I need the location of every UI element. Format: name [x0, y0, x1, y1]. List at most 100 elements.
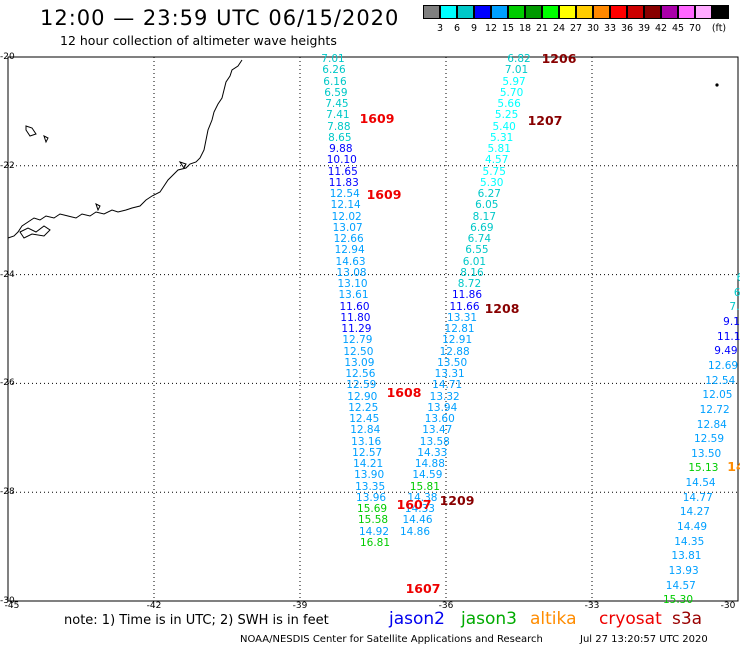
- wave-height-value: 12.25: [348, 401, 379, 414]
- wave-height-value: 6.55: [465, 244, 489, 257]
- colorbar-label: 45: [671, 23, 685, 34]
- colorbar-label: 42: [654, 23, 668, 34]
- wave-height-value: 6.16: [323, 75, 347, 88]
- map-title: 12:00 — 23:59 UTC 06/15/2020: [40, 6, 400, 30]
- colorbar-label: 39: [637, 23, 651, 34]
- wave-height-value: 12.57: [352, 446, 383, 459]
- wave-height-value: 12.84: [350, 424, 381, 437]
- colorbar-label: 9: [470, 23, 478, 34]
- wave-height-value: 13.61: [338, 289, 369, 302]
- lat-label: -22: [0, 160, 15, 171]
- wave-height-value: 9.88: [329, 143, 353, 155]
- colorbar-label: 70: [688, 23, 702, 34]
- wave-height-value: 14.77: [682, 491, 713, 504]
- lat-lon-grid: [8, 57, 738, 601]
- wave-height-value: 12.79: [342, 334, 373, 347]
- wave-height-value: 14.27: [679, 506, 710, 519]
- wave-height-value: 5.81: [487, 143, 511, 155]
- wave-height-value: 15.58: [358, 514, 389, 527]
- wave-height-value: 11.80: [340, 311, 371, 324]
- wave-height-value: 13.94: [427, 401, 458, 414]
- wave-height-value: 6.01: [462, 255, 487, 268]
- lat-label: -30: [0, 596, 15, 606]
- colorbar-label: 36: [620, 23, 634, 34]
- timestamp-text: Jul 27 13:20:57 UTC 2020: [580, 634, 708, 645]
- satellite-jason3: jason3: [461, 609, 517, 629]
- wave-height-value: 14.21: [353, 458, 384, 470]
- wave-height-value: 5.70: [499, 86, 524, 99]
- wave-height-value: 13.35: [355, 480, 386, 493]
- wave-height-value: 5.40: [492, 120, 516, 133]
- wave-height-value: 13.31: [434, 368, 465, 380]
- wave-height-value: 15.13: [688, 462, 719, 475]
- wave-height-value: 14.38: [407, 491, 438, 504]
- colorbar-cell: [627, 5, 644, 19]
- colorbar-label: 12: [484, 23, 498, 34]
- wave-height-value: 12.81: [444, 323, 475, 335]
- wave-height-value: 14.88: [414, 458, 445, 470]
- colorbar-cell: [474, 5, 491, 19]
- wave-height-value: 12.54: [329, 188, 360, 200]
- island-dot: [715, 83, 719, 87]
- coastline-island: [43, 135, 49, 144]
- wave-height-value: 14.46: [402, 514, 433, 527]
- wave-height-value: 7.: [729, 301, 740, 314]
- colorbar-cell: [542, 5, 559, 19]
- wave-height-value: 13.50: [691, 447, 722, 460]
- wave-height-value: 8.17: [472, 210, 497, 223]
- wave-height-value: 13.08: [336, 266, 367, 279]
- pass-tag: 1608: [386, 385, 422, 400]
- colorbar-cell: [644, 5, 661, 19]
- wave-height-value: 13.10: [337, 278, 368, 290]
- colorbar-label: 30: [586, 23, 600, 34]
- wave-height-value: 13.90: [354, 469, 385, 482]
- wave-height-value: 11.29: [341, 323, 372, 335]
- wave-height-value: 14.33: [417, 446, 448, 459]
- wave-height-value: 13.07: [332, 221, 363, 234]
- wave-height-value: 15.30: [662, 594, 694, 607]
- coastline: [7, 59, 243, 239]
- lon-label: -36: [438, 601, 454, 611]
- wave-height-value: 6.82: [507, 53, 531, 65]
- colorbar-cell: [559, 5, 576, 19]
- colorbar-label: 15: [501, 23, 515, 34]
- wave-height-value: 14.71: [432, 379, 463, 392]
- lon-label: -30: [720, 601, 736, 611]
- wave-height-value: 7.01: [504, 64, 529, 77]
- wave-height-value: 6.05: [475, 199, 499, 212]
- map-frame: [7, 56, 739, 602]
- colorbar-cell: [576, 5, 593, 19]
- wave-height-value: 11.65: [327, 165, 358, 178]
- wave-height-value: 12.90: [347, 390, 378, 403]
- wave-height-value: 14.92: [358, 525, 390, 538]
- wave-height-value: 10.10: [326, 154, 357, 167]
- wave-height-value: 8.65: [328, 131, 352, 144]
- wave-height-value: 5.25: [494, 109, 519, 122]
- colorbar-unit: (ft): [711, 23, 727, 34]
- wave-height-value: 6.27: [477, 188, 501, 200]
- wave-height-value: 13.09: [344, 356, 375, 369]
- wave-height-value: 15.69: [357, 503, 388, 515]
- wave-height-value: 7.45: [325, 98, 349, 110]
- wave-height-value: 11.66: [449, 300, 480, 313]
- wave-height-value: 16.81: [359, 536, 391, 549]
- satellite-cryosat: cryosat: [599, 609, 662, 629]
- wave-height-value: 15.81: [409, 480, 440, 493]
- pass-tag: 1207: [527, 113, 563, 128]
- wave-height-value: 7.88: [327, 120, 351, 133]
- coastline-bay: [19, 225, 51, 239]
- wave-height-value: 6: [737, 273, 740, 284]
- wave-height-value: 14.54: [685, 477, 716, 490]
- wave-height-value: 9.1: [723, 315, 740, 328]
- coastline-island: [25, 125, 37, 137]
- satellite-s3a: s3a: [672, 609, 703, 629]
- wave-height-value: 11.83: [328, 176, 359, 189]
- wave-height-value: 5.97: [502, 75, 526, 88]
- wave-height-value: 13.58: [419, 435, 450, 448]
- wave-height-value: 12.45: [349, 413, 380, 425]
- wave-height-value: 6.69: [470, 221, 494, 234]
- lat-label: -24: [0, 269, 15, 280]
- satellite-jason2: jason2: [389, 609, 445, 629]
- wave-height-value: 13.81: [671, 550, 702, 563]
- wave-height-value: 11.1: [717, 330, 740, 343]
